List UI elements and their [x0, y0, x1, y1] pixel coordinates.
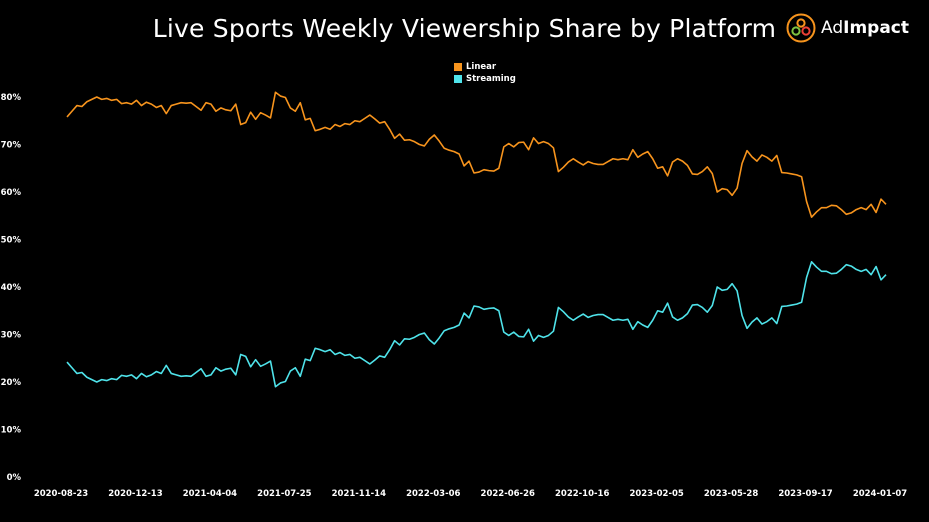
x-tick-label: 2021-07-25	[257, 489, 311, 499]
x-tick-label: 2023-05-28	[704, 489, 758, 499]
y-tick-label: 60%	[1, 188, 22, 198]
legend-label-linear: Linear	[466, 62, 497, 72]
y-tick-label: 70%	[1, 141, 22, 151]
y-tick-label: 30%	[1, 331, 22, 341]
legend-item-linear: Linear	[454, 61, 516, 73]
y-tick-label: 80%	[1, 93, 22, 103]
chart-title: Live Sports Weekly Viewership Share by P…	[152, 14, 777, 43]
x-tick-label: 2023-09-17	[778, 489, 832, 499]
x-tick-label: 2023-02-05	[629, 489, 683, 499]
x-tick-label: 2024-01-07	[853, 489, 907, 499]
linear-series-line	[66, 91, 887, 218]
x-tick-label: 2022-10-16	[555, 489, 609, 499]
legend-label-streaming: Streaming	[466, 74, 516, 84]
x-tick-label: 2020-12-13	[108, 489, 162, 499]
y-tick-label: 0%	[7, 473, 22, 483]
legend-item-streaming: Streaming	[454, 73, 516, 85]
logo-text: AdImpact	[821, 18, 909, 38]
x-tick-label: 2021-04-04	[183, 489, 237, 499]
adimpact-logo: AdImpact	[786, 12, 909, 44]
legend-swatch-streaming	[454, 75, 462, 83]
y-axis-ticks: 0% 10% 20% 30% 40% 50% 60% 70% 80%	[1, 93, 22, 483]
x-tick-label: 2022-06-26	[481, 489, 535, 499]
streaming-series-line	[66, 261, 887, 388]
logo-text-prefix: Ad	[821, 18, 844, 38]
y-tick-label: 10%	[1, 426, 22, 436]
y-tick-label: 20%	[1, 378, 22, 388]
x-tick-label: 2022-03-06	[406, 489, 460, 499]
chart-legend: Linear Streaming	[454, 61, 516, 85]
y-tick-label: 50%	[1, 236, 22, 246]
legend-swatch-linear	[454, 63, 462, 71]
logo-text-suffix: Impact	[843, 18, 910, 38]
adimpact-circles-icon	[786, 13, 816, 43]
series-lines	[66, 91, 887, 388]
x-tick-label: 2021-11-14	[332, 489, 386, 499]
y-tick-label: 40%	[1, 283, 22, 293]
x-axis-ticks: 2020-08-23 2020-12-13 2021-04-04 2021-07-25…	[34, 489, 907, 499]
x-tick-label: 2020-08-23	[34, 489, 88, 499]
